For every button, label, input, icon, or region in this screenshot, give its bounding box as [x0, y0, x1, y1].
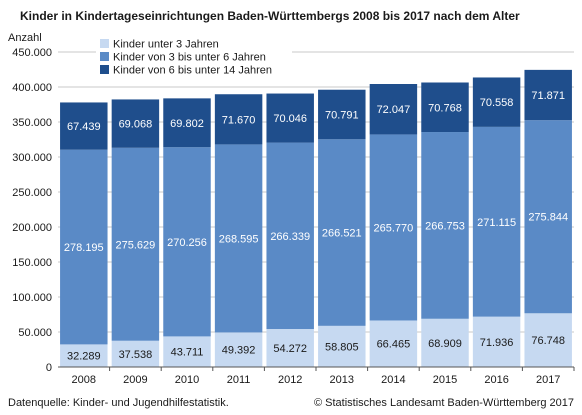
- bar-segment: [421, 82, 469, 133]
- y-tick-label: 400.000: [12, 82, 52, 94]
- bar-segment: [318, 325, 366, 367]
- legend-swatch: [100, 39, 109, 48]
- bar-segment: [472, 77, 521, 127]
- data-label: 43.711: [171, 347, 204, 359]
- data-label: 270.256: [167, 237, 207, 249]
- bar-segment: [318, 139, 366, 326]
- bar-labels: 32.289 278.195 67.439 37.538 275.629 69.068 43…: [64, 90, 568, 363]
- bar-segment: [318, 89, 366, 140]
- bar-segment: [369, 84, 418, 135]
- axes: 0 50.000 100.000 150.000 200.000 250.000 300.0…: [12, 47, 575, 386]
- y-tick-label: 200.000: [12, 222, 52, 234]
- data-label: 68.909: [428, 338, 462, 350]
- legend-entry: Kinder von 6 bis unter 14 Jahren: [113, 65, 272, 77]
- y-axis-label: Anzahl: [8, 32, 42, 44]
- data-label: 58.805: [325, 341, 359, 353]
- x-tick-label: 2010: [175, 374, 199, 386]
- bar-segment: [421, 318, 469, 367]
- legend-swatch: [100, 65, 109, 74]
- y-tick-label: 150.000: [12, 257, 52, 269]
- bar-segment: [60, 344, 108, 367]
- data-label: 275.844: [528, 212, 568, 224]
- data-label: 69.802: [170, 118, 204, 130]
- bar-segment: [60, 102, 108, 150]
- bar-segment: [111, 99, 160, 148]
- data-label: 72.047: [377, 104, 411, 116]
- bar-segment: [421, 132, 469, 319]
- x-tick-label: 2012: [278, 374, 302, 386]
- bar-segment: [163, 147, 211, 337]
- bar-segment: [369, 320, 418, 367]
- data-label: 69.068: [119, 119, 153, 131]
- data-label: 49.392: [222, 345, 256, 357]
- data-label: 271.115: [477, 217, 516, 229]
- bar-segment: [524, 120, 572, 314]
- y-tick-label: 100.000: [12, 292, 52, 304]
- bar-segment: [60, 149, 108, 345]
- data-label: 268.595: [219, 233, 259, 245]
- data-label: 266.521: [322, 228, 362, 240]
- bar-segment: [369, 134, 418, 321]
- bar-segment: [266, 329, 314, 367]
- data-label: 275.629: [116, 239, 156, 251]
- bar-segment: [163, 98, 211, 148]
- x-tick-label: 2014: [381, 374, 405, 386]
- bar-segment: [163, 336, 211, 367]
- y-tick-label: 50.000: [18, 327, 52, 339]
- copyright-note: © Statistisches Landesamt Baden-Württemb…: [313, 397, 574, 409]
- y-tick-label: 0: [46, 362, 52, 374]
- data-label: 70.791: [325, 109, 359, 121]
- bar-segment: [524, 69, 572, 121]
- data-label: 70.768: [428, 102, 462, 114]
- data-label: 70.558: [480, 97, 514, 109]
- data-label: 76.748: [531, 335, 565, 347]
- x-tick-label: 2016: [484, 374, 508, 386]
- legend-box: [96, 35, 292, 78]
- data-label: 266.753: [425, 220, 465, 232]
- source-note: Datenquelle: Kinder- und Jugendhilfestat…: [8, 397, 229, 409]
- chart-title: Kinder in Kindertageseinrichtungen Baden…: [20, 9, 520, 23]
- data-label: 266.339: [270, 231, 310, 243]
- data-label: 54.272: [273, 343, 307, 355]
- y-tick-label: 250.000: [12, 187, 52, 199]
- x-tick-label: 2011: [227, 374, 251, 386]
- data-label: 71.936: [480, 337, 514, 349]
- data-label: 37.538: [119, 349, 153, 361]
- bar-segment: [214, 144, 263, 333]
- data-label: 265.770: [374, 222, 414, 234]
- bar-segment: [111, 147, 160, 341]
- legend-entry: Kinder von 3 bis unter 6 Jahren: [113, 52, 266, 64]
- legend-swatch: [100, 52, 109, 61]
- data-label: 71.871: [531, 90, 565, 102]
- y-tick-label: 350.000: [12, 117, 52, 129]
- x-tick-label: 2015: [433, 374, 457, 386]
- bars: [60, 69, 572, 367]
- bar-segment: [214, 94, 263, 145]
- bar-segment: [214, 332, 263, 367]
- y-tick-label: 450.000: [12, 47, 52, 59]
- y-tick-label: 300.000: [12, 152, 52, 164]
- x-tick-label: 2017: [536, 374, 560, 386]
- legend-entry: Kinder unter 3 Jahren: [113, 39, 219, 51]
- data-label: 278.195: [64, 242, 104, 254]
- data-label: 71.670: [222, 114, 256, 126]
- data-label: 66.465: [377, 339, 411, 351]
- bar-segment: [472, 316, 521, 367]
- bar-segment: [266, 142, 314, 330]
- data-label: 70.046: [273, 113, 307, 125]
- x-tick-label: 2009: [123, 374, 147, 386]
- bar-segment: [266, 93, 314, 143]
- bar-segment: [111, 340, 160, 367]
- data-label: 32.289: [67, 351, 101, 363]
- x-tick-label: 2013: [330, 374, 354, 386]
- bar-segment: [524, 313, 572, 367]
- x-tick-label: 2008: [72, 374, 96, 386]
- data-label: 67.439: [67, 121, 101, 133]
- bar-segment: [472, 126, 521, 317]
